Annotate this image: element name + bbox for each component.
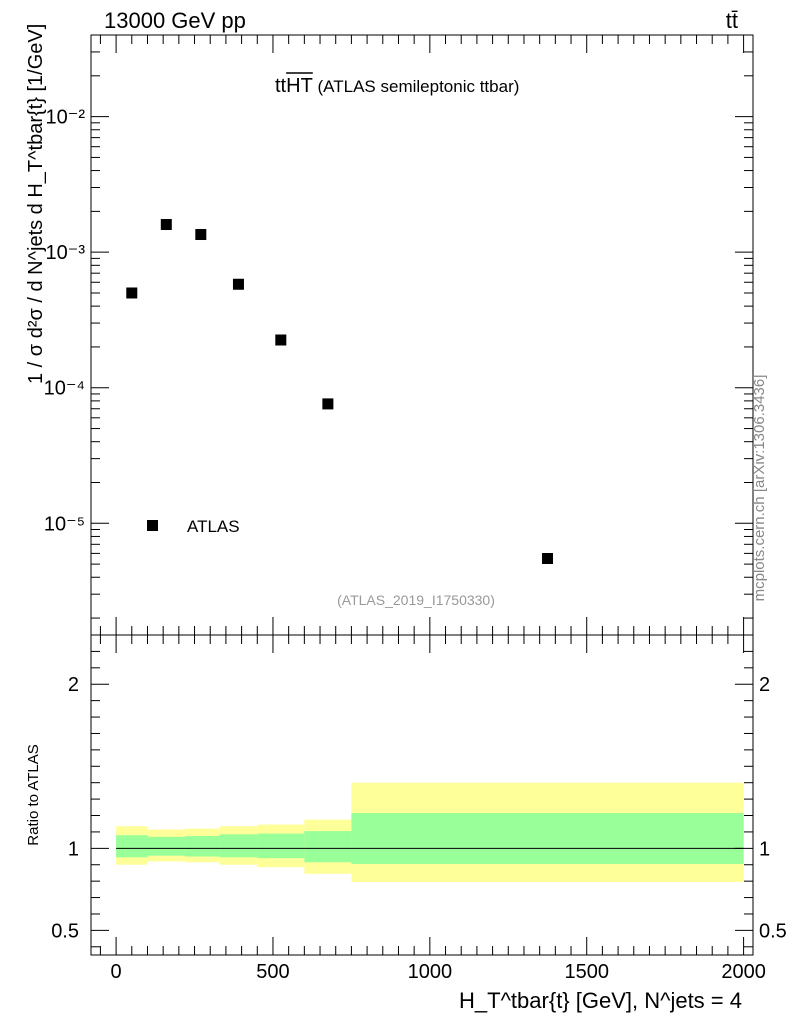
source-watermark: mcplots.cern.ch [arXiv:1306.3436] <box>751 375 768 602</box>
data-point <box>275 334 287 346</box>
legend-label-atlas: ATLAS <box>187 517 240 536</box>
x-tick-label: 1500 <box>564 961 609 983</box>
x-tick-label: 0 <box>111 961 122 983</box>
x-tick-label: 1000 <box>408 961 453 983</box>
ratio-y-tick-label-right: 1 <box>759 838 770 860</box>
main-y-tick-label: 10⁻⁴ <box>44 378 85 400</box>
ratio-y-tick-label: 1 <box>68 838 79 860</box>
main-panel: 10⁻⁵ 10⁻⁴ 10⁻³ 10⁻² ttHT (ATLAS semileptoni… <box>25 24 754 636</box>
legend-marker-atlas <box>147 520 158 531</box>
main-y-axis-label: 1 / σ d²σ / d N^jets d H_T^tbar{t} [1/Ge… <box>25 24 47 384</box>
ratio-y-axis-label: Ratio to ATLAS <box>25 744 42 845</box>
plot-title: ttHT (ATLAS semileptonic ttbar) <box>275 75 519 97</box>
ratio-frame <box>90 634 754 956</box>
x-tick-label: 500 <box>256 961 289 983</box>
main-frame <box>90 34 754 636</box>
main-axis-ticks <box>91 34 753 635</box>
inner-band-bin <box>257 833 305 859</box>
data-point <box>195 229 207 241</box>
ratio-y-tick-labels-right: 0.5 1 2 <box>759 674 786 942</box>
x-tick-label: 2000 <box>721 961 766 983</box>
inner-band-bin <box>304 831 352 863</box>
ratio-bands <box>116 782 744 882</box>
ratio-y-tick-label: 0.5 <box>51 920 79 942</box>
main-y-tick-label: 10⁻³ <box>46 242 86 264</box>
main-y-tick-labels: 10⁻⁵ 10⁻⁴ 10⁻³ 10⁻² <box>44 107 86 536</box>
main-y-tick-label: 10⁻⁵ <box>44 513 85 535</box>
data-point <box>541 553 553 565</box>
ratio-axis-ticks <box>91 635 753 955</box>
data-point <box>160 219 172 231</box>
inner-band-bin <box>116 835 148 858</box>
process-label: tt̄ <box>726 8 738 33</box>
data-point <box>126 287 138 299</box>
x-axis-label: H_T^tbar{t} [GeV], N^jets = 4 <box>459 988 742 1013</box>
main-y-tick-label: 10⁻² <box>46 107 86 129</box>
analysis-watermark: (ATLAS_2019_I1750330) <box>337 592 495 608</box>
ratio-panel: 0.5 1 2 0.5 1 2 0 500 1000 1500 2000 Ratio to AT… <box>25 634 786 1013</box>
atlas-markers <box>126 219 553 565</box>
ratio-y-tick-label: 2 <box>68 674 79 696</box>
inner-band-bin <box>219 834 258 858</box>
x-tick-labels: 0 500 1000 1500 2000 <box>111 961 766 983</box>
ratio-y-tick-labels-left: 0.5 1 2 <box>51 674 79 942</box>
data-point <box>322 398 334 410</box>
energy-label: 13000 GeV pp <box>104 8 246 33</box>
data-point <box>232 278 244 290</box>
ratio-y-tick-label-right: 0.5 <box>759 920 786 942</box>
inner-band-bin <box>147 836 186 856</box>
ratio-y-tick-label-right: 2 <box>759 674 770 696</box>
inner-band-bin <box>185 836 220 857</box>
inner-band-bin <box>351 813 744 864</box>
